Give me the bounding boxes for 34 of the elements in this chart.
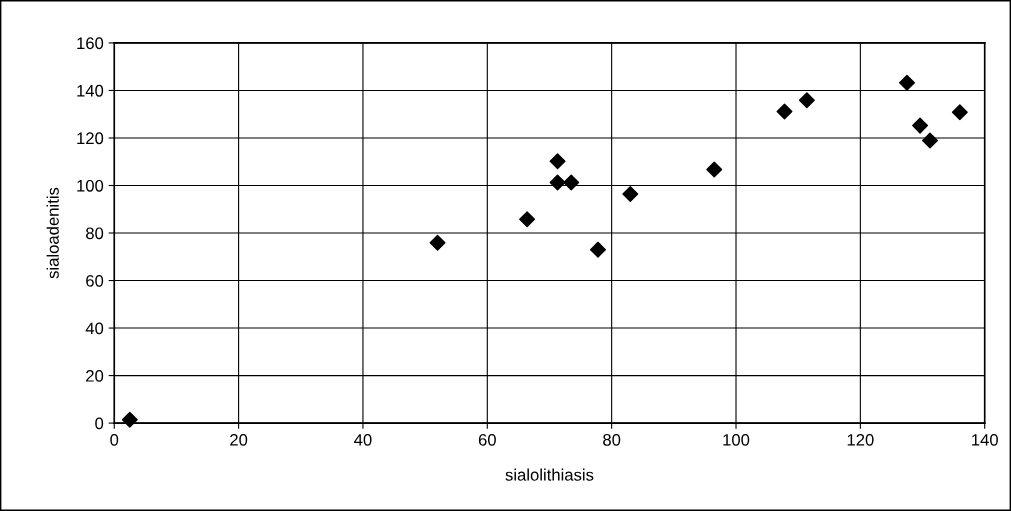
point [622, 186, 639, 203]
point [951, 104, 968, 121]
y-tick-label: 160 [77, 37, 104, 50]
point [549, 153, 566, 170]
x-tick-label: 140 [972, 433, 998, 446]
y-tick-label: 0 [95, 417, 104, 430]
y-tick-label: 20 [86, 369, 104, 382]
x-tick-label: 0 [110, 433, 119, 446]
x-tick-label: 100 [723, 433, 750, 446]
y-tick-label: 40 [85, 322, 104, 335]
point [706, 161, 723, 178]
point [798, 92, 815, 109]
y-tick-label: 140 [77, 84, 104, 97]
point [922, 132, 938, 149]
point [563, 174, 580, 191]
point [899, 74, 915, 91]
x-tick-label: 40 [354, 433, 372, 446]
x-tick-label: 80 [603, 433, 621, 446]
y-tick-label: 80 [86, 227, 104, 240]
y-axis-title: sialoadenitis [46, 187, 59, 279]
point [912, 117, 929, 134]
point [429, 234, 446, 251]
point [549, 174, 566, 191]
y-tick-label: 120 [77, 132, 104, 145]
x-tick-label: 60 [478, 433, 496, 446]
point [589, 241, 606, 258]
y-tick-label: 100 [77, 179, 104, 192]
y-tick-label: 60 [86, 274, 104, 287]
point [121, 411, 138, 428]
x-tick-label: 120 [847, 433, 874, 446]
x-tick-label: 20 [230, 433, 248, 446]
point [776, 103, 793, 120]
x-axis-title: sialolithiasis [505, 468, 594, 481]
point [519, 211, 536, 228]
